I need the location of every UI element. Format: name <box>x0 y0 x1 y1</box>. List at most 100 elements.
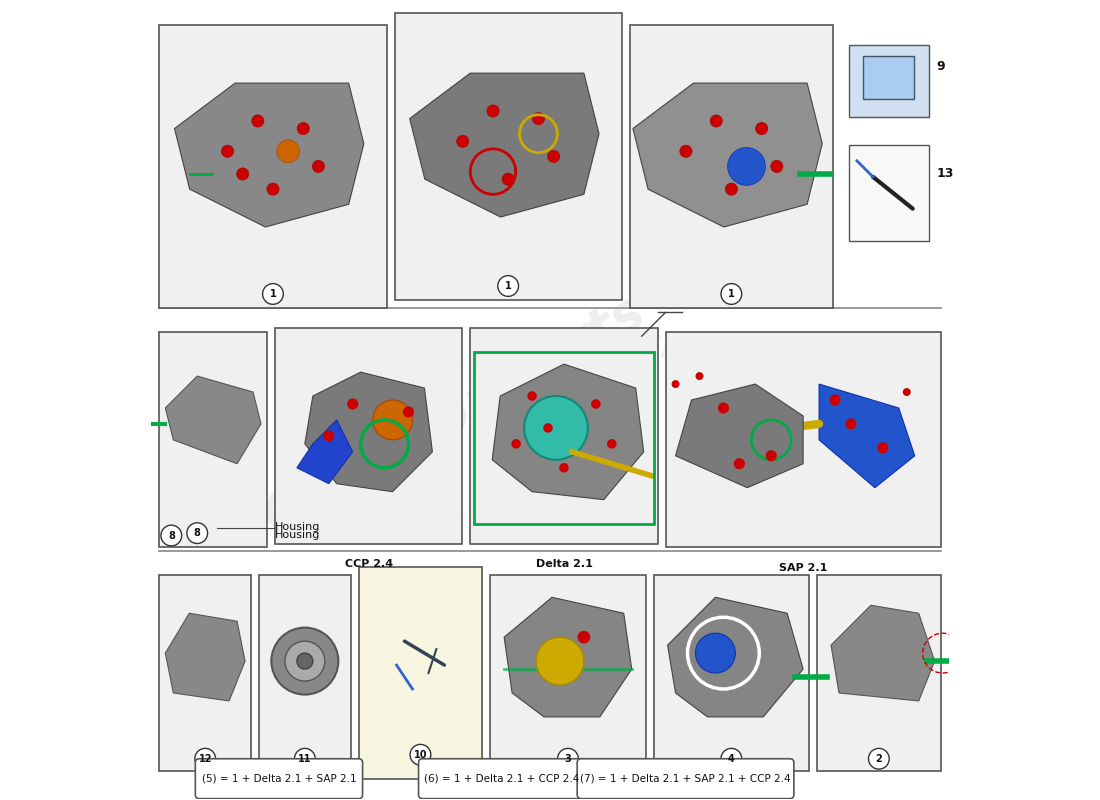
FancyBboxPatch shape <box>849 145 928 241</box>
Circle shape <box>456 135 469 147</box>
Circle shape <box>869 748 889 769</box>
FancyBboxPatch shape <box>418 758 586 798</box>
Circle shape <box>277 140 299 162</box>
Circle shape <box>236 168 249 180</box>
Circle shape <box>718 402 729 414</box>
FancyBboxPatch shape <box>629 26 833 308</box>
Circle shape <box>221 146 233 158</box>
Circle shape <box>267 183 279 195</box>
Circle shape <box>559 463 569 473</box>
Text: Since 1985: Since 1985 <box>639 331 812 389</box>
Circle shape <box>558 748 579 769</box>
Circle shape <box>771 160 783 173</box>
Circle shape <box>348 398 359 410</box>
Text: (5) = 1 + Delta 2.1 + SAP 2.1: (5) = 1 + Delta 2.1 + SAP 2.1 <box>201 774 356 784</box>
Circle shape <box>403 406 414 418</box>
Polygon shape <box>297 420 353 484</box>
Circle shape <box>680 146 692 158</box>
FancyBboxPatch shape <box>196 758 363 798</box>
Circle shape <box>695 633 736 673</box>
Text: (7) = 1 + Delta 2.1 + SAP 2.1 + CCP 2.4: (7) = 1 + Delta 2.1 + SAP 2.1 + CCP 2.4 <box>580 774 791 784</box>
Circle shape <box>548 150 560 162</box>
Circle shape <box>512 439 521 449</box>
Circle shape <box>323 430 334 442</box>
Circle shape <box>527 391 537 401</box>
FancyBboxPatch shape <box>395 14 622 300</box>
Circle shape <box>487 105 499 117</box>
Circle shape <box>502 173 514 186</box>
Text: Delta 2.1: Delta 2.1 <box>536 559 593 570</box>
Polygon shape <box>492 364 644 500</box>
Text: 8: 8 <box>168 530 175 541</box>
Text: ONLY for parts: ONLY for parts <box>255 286 653 546</box>
Text: SINCE 1985: SINCE 1985 <box>524 361 656 407</box>
Circle shape <box>591 399 601 409</box>
Circle shape <box>695 372 704 380</box>
Text: 4: 4 <box>728 754 735 764</box>
Circle shape <box>846 418 857 430</box>
Text: 12: 12 <box>198 754 212 764</box>
Polygon shape <box>165 376 261 464</box>
Circle shape <box>720 748 741 769</box>
Text: 1: 1 <box>728 289 735 299</box>
Circle shape <box>410 744 431 765</box>
FancyBboxPatch shape <box>160 332 267 547</box>
Circle shape <box>297 122 309 134</box>
Text: 2: 2 <box>876 754 882 764</box>
Circle shape <box>756 122 768 134</box>
Circle shape <box>543 423 553 433</box>
Text: 3: 3 <box>564 754 571 764</box>
Circle shape <box>734 458 745 470</box>
Polygon shape <box>830 606 935 701</box>
FancyBboxPatch shape <box>258 575 351 770</box>
Text: 8: 8 <box>194 528 200 538</box>
Circle shape <box>252 115 264 127</box>
FancyBboxPatch shape <box>471 328 658 543</box>
Circle shape <box>295 748 316 769</box>
Circle shape <box>607 439 617 449</box>
Polygon shape <box>175 83 364 227</box>
Circle shape <box>161 525 182 546</box>
FancyBboxPatch shape <box>160 26 386 308</box>
Polygon shape <box>820 384 915 488</box>
Text: CCP 2.4: CCP 2.4 <box>344 559 393 570</box>
Circle shape <box>711 115 723 127</box>
Circle shape <box>195 748 216 769</box>
Circle shape <box>498 276 518 296</box>
Circle shape <box>373 400 412 440</box>
FancyBboxPatch shape <box>491 575 646 770</box>
Text: (6) = 1 + Delta 2.1 + CCP 2.4: (6) = 1 + Delta 2.1 + CCP 2.4 <box>425 774 580 784</box>
FancyBboxPatch shape <box>817 575 940 770</box>
FancyBboxPatch shape <box>864 56 914 98</box>
Circle shape <box>720 284 741 304</box>
FancyBboxPatch shape <box>160 575 251 770</box>
Text: 11: 11 <box>298 754 311 764</box>
Circle shape <box>672 380 680 388</box>
Circle shape <box>524 396 587 460</box>
Text: 1: 1 <box>270 289 276 299</box>
Circle shape <box>263 284 284 304</box>
Circle shape <box>727 147 766 186</box>
Circle shape <box>312 160 324 173</box>
Circle shape <box>725 183 737 195</box>
Circle shape <box>578 630 591 643</box>
Polygon shape <box>504 598 631 717</box>
Circle shape <box>536 637 584 685</box>
Circle shape <box>187 522 208 543</box>
Text: 13: 13 <box>937 167 954 180</box>
Text: SAP 2.1: SAP 2.1 <box>779 563 827 574</box>
FancyBboxPatch shape <box>849 46 928 117</box>
Circle shape <box>285 641 324 681</box>
Polygon shape <box>668 598 803 717</box>
Polygon shape <box>305 372 432 492</box>
Polygon shape <box>165 614 245 701</box>
FancyBboxPatch shape <box>653 575 810 770</box>
Text: Housing: Housing <box>275 522 320 531</box>
Text: 10: 10 <box>414 750 427 760</box>
Circle shape <box>532 113 544 125</box>
Polygon shape <box>675 384 803 488</box>
Polygon shape <box>632 83 823 227</box>
Circle shape <box>903 388 911 396</box>
FancyBboxPatch shape <box>275 328 462 543</box>
Text: 1: 1 <box>505 281 512 291</box>
